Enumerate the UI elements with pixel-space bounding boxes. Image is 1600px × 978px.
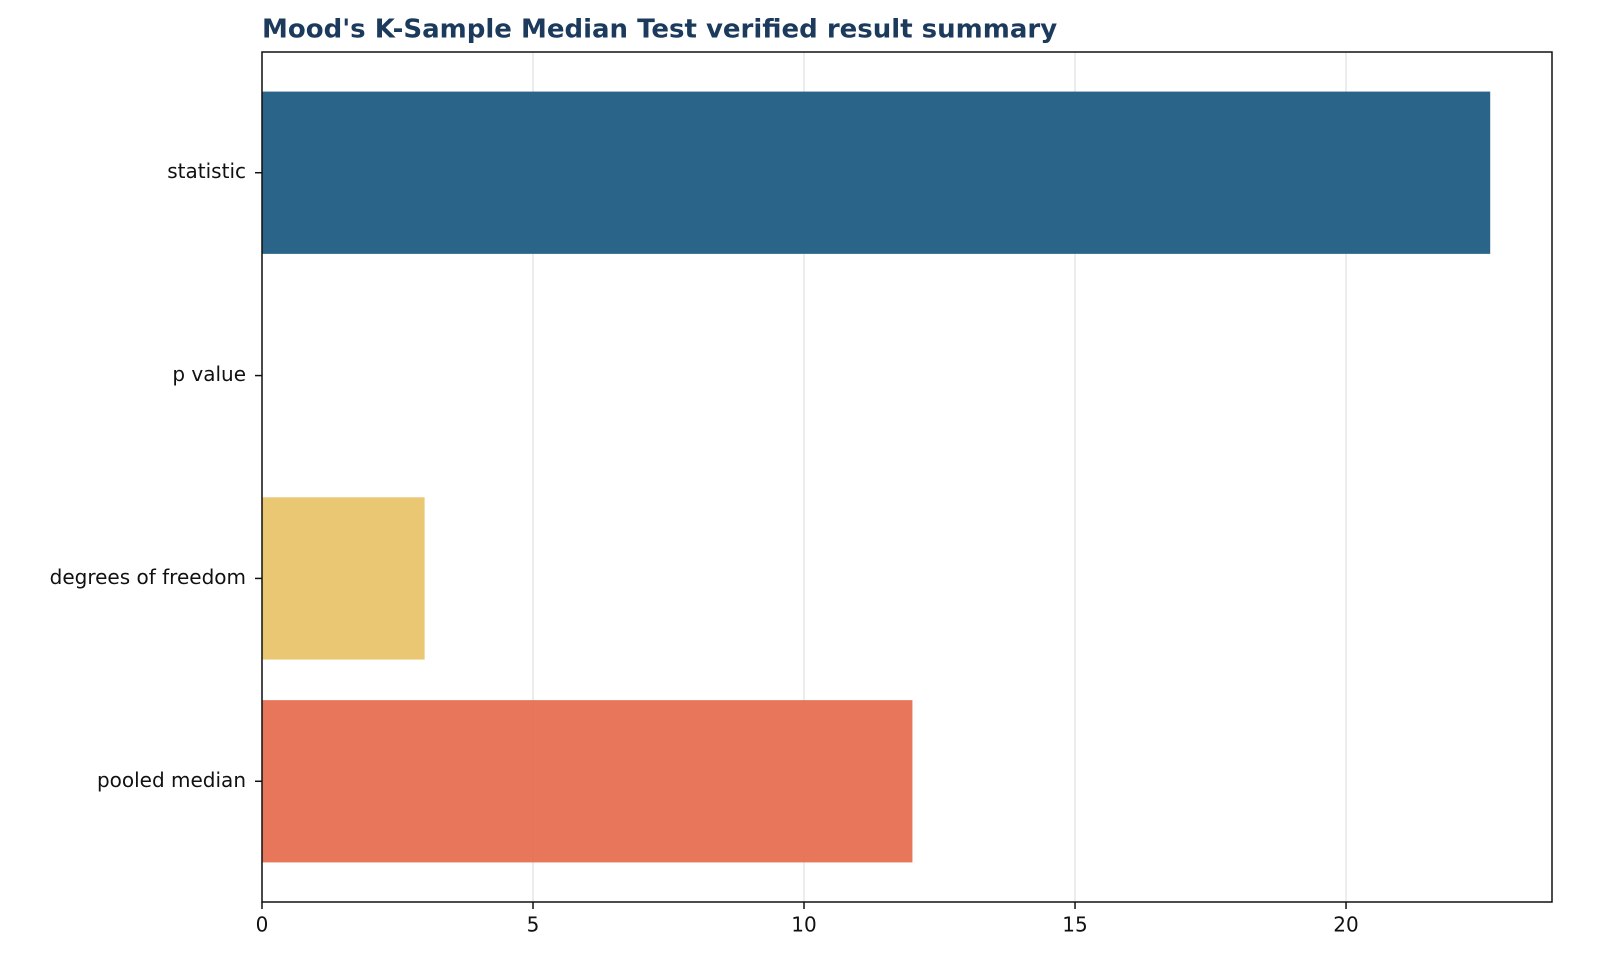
x-tick-label: 5 <box>527 913 540 937</box>
x-tick-label: 0 <box>256 913 269 937</box>
x-tick-label: 20 <box>1333 913 1358 937</box>
bar <box>262 700 913 863</box>
y-tick-label: degrees of freedom <box>50 565 246 589</box>
x-tick-label: 15 <box>1062 913 1087 937</box>
plot-frame <box>261 51 1553 903</box>
y-tick-label: statistic <box>167 159 246 183</box>
bar <box>262 91 1491 254</box>
x-tick-label: 10 <box>791 913 816 937</box>
y-tick-label: p value <box>172 362 246 386</box>
bar <box>262 497 425 660</box>
y-tick-label: pooled median <box>97 768 246 792</box>
chart-title: Mood's K-Sample Median Test verified res… <box>262 15 1057 45</box>
